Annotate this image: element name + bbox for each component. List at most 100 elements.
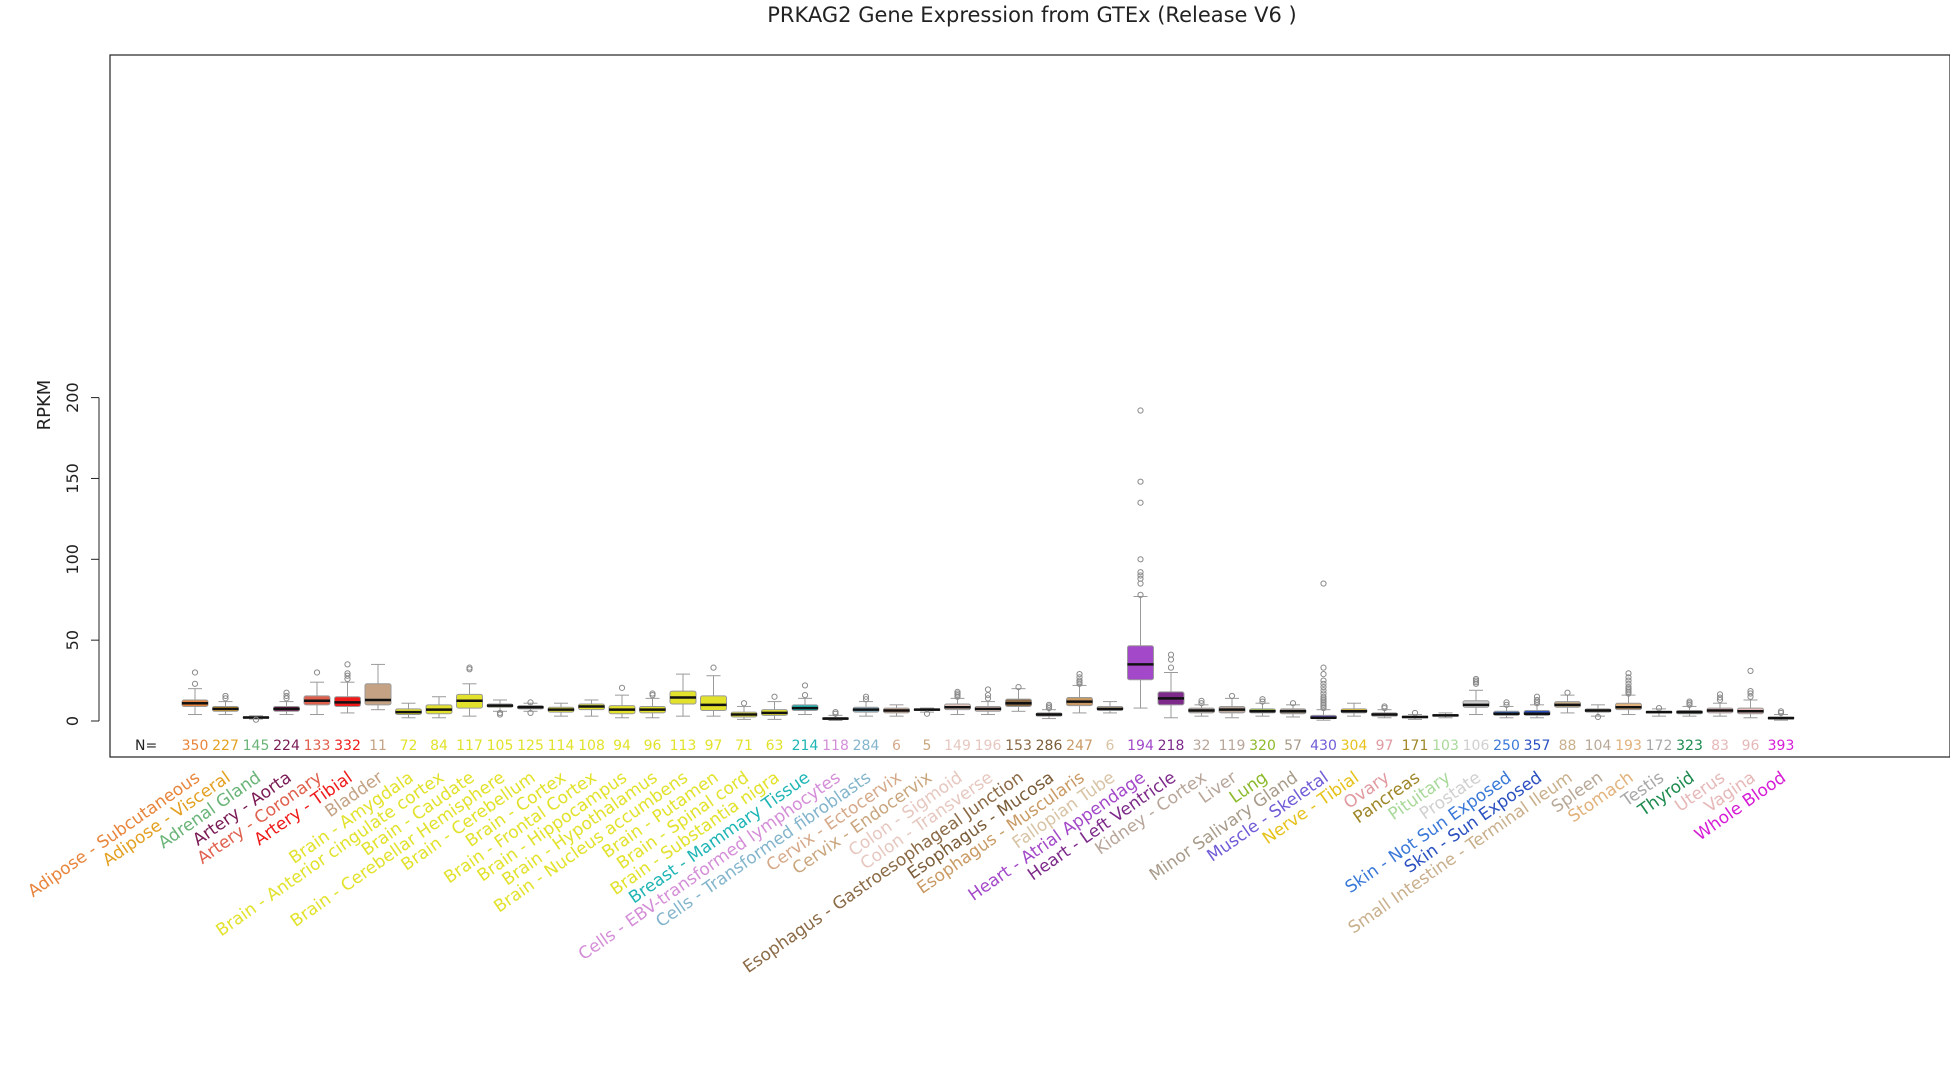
outlier-point [710, 664, 717, 671]
outlier-point [1625, 677, 1632, 684]
outlier-point [252, 716, 260, 723]
box-30 [1096, 701, 1124, 714]
sample-count-48: 172 [1646, 738, 1673, 754]
sample-counts-layer: 350 227 145 224 133 332 11 72 84 117 105 125 114 108 9… [182, 738, 1795, 754]
box-33 [1188, 697, 1215, 717]
box-37 [1310, 580, 1337, 721]
sample-count-43: 250 [1493, 738, 1520, 754]
outlier-point [1320, 671, 1327, 678]
box-49 [1676, 698, 1703, 717]
box-42 [1462, 675, 1490, 716]
outlier-point [649, 690, 656, 697]
outlier-point [1320, 664, 1327, 671]
sample-count-46: 104 [1585, 738, 1612, 754]
box-11 [517, 699, 544, 717]
n-label: N= [135, 738, 157, 754]
box-26 [974, 686, 1002, 716]
outlier-point [191, 669, 199, 676]
box-27 [1005, 683, 1032, 712]
sample-count-19: 63 [766, 738, 784, 754]
sample-count-20: 214 [792, 738, 819, 754]
outlier-point [1167, 651, 1175, 658]
sample-count-34: 119 [1219, 738, 1246, 754]
outlier-point [1137, 572, 1144, 579]
sample-count-1: 227 [212, 738, 239, 754]
outlier-point [984, 692, 992, 699]
outlier-point [1625, 670, 1632, 677]
box-46 [1584, 704, 1612, 721]
outlier-point [344, 661, 351, 668]
outlier-point [1503, 701, 1510, 708]
sample-count-0: 350 [182, 738, 209, 754]
sample-count-50: 83 [1711, 738, 1729, 754]
outlier-point [1259, 696, 1266, 703]
outlier-point [1137, 478, 1144, 485]
outlier-point [1594, 713, 1602, 721]
outlier-point [740, 700, 748, 707]
box-22 [852, 693, 880, 717]
outlier-point [1137, 556, 1144, 563]
outlier-point [1381, 703, 1388, 710]
outlier-point [1533, 693, 1541, 700]
sample-count-23: 6 [892, 738, 901, 754]
box-50 [1706, 691, 1734, 717]
outlier-point [1320, 683, 1327, 691]
sample-count-16: 113 [670, 738, 697, 754]
sample-count-15: 96 [644, 738, 662, 754]
outlier-point [832, 709, 839, 716]
box-6 [364, 663, 392, 711]
box-47 [1615, 670, 1642, 716]
sample-count-10: 105 [487, 738, 514, 754]
sample-count-51: 96 [1742, 738, 1760, 754]
outlier-point [984, 695, 992, 702]
outlier-point [222, 695, 229, 702]
sample-count-3: 224 [273, 738, 300, 754]
sample-count-36: 57 [1284, 738, 1302, 754]
sample-count-13: 108 [578, 738, 605, 754]
outlier-point [1716, 694, 1724, 701]
sample-count-4: 133 [304, 738, 331, 754]
y-tick-label: 200 [63, 382, 82, 413]
box-2 [242, 715, 270, 723]
outlier-point [1747, 690, 1754, 697]
box-52 [1767, 708, 1795, 721]
outlier-point [923, 710, 931, 717]
outlier-point [984, 686, 992, 693]
sample-count-2: 145 [243, 738, 270, 754]
outlier-point [771, 693, 778, 700]
outlier-point [527, 699, 534, 706]
box-38 [1340, 702, 1368, 717]
box-14 [608, 684, 636, 719]
sample-count-7: 72 [400, 738, 418, 754]
sample-count-49: 323 [1676, 738, 1703, 754]
outlier-point [283, 692, 290, 700]
sample-count-31: 194 [1127, 738, 1154, 754]
sample-count-41: 103 [1432, 738, 1459, 754]
box-45 [1554, 689, 1581, 714]
box-10 [486, 699, 514, 718]
sample-count-33: 32 [1193, 738, 1211, 754]
outlier-point [1137, 591, 1144, 598]
box-3 [273, 689, 300, 716]
outlier-point [344, 670, 351, 677]
outlier-point [1076, 671, 1083, 678]
box-29 [1066, 671, 1093, 714]
outlier-point [1320, 693, 1327, 700]
sample-count-45: 88 [1559, 738, 1577, 754]
outlier-point [1655, 704, 1663, 712]
outlier-point [1045, 701, 1053, 708]
box-body [700, 695, 727, 711]
sample-count-11: 125 [517, 738, 544, 754]
sample-count-37: 430 [1310, 738, 1337, 754]
sample-count-21: 118 [822, 738, 849, 754]
sample-count-32: 218 [1158, 738, 1185, 754]
sample-count-5: 332 [334, 738, 361, 754]
outlier-point [1716, 691, 1724, 698]
box-41 [1432, 712, 1459, 719]
outlier-point [1137, 407, 1144, 414]
sample-count-8: 84 [430, 738, 448, 754]
sample-count-17: 97 [705, 738, 723, 754]
outlier-point [527, 709, 534, 717]
outlier-point [862, 696, 870, 703]
